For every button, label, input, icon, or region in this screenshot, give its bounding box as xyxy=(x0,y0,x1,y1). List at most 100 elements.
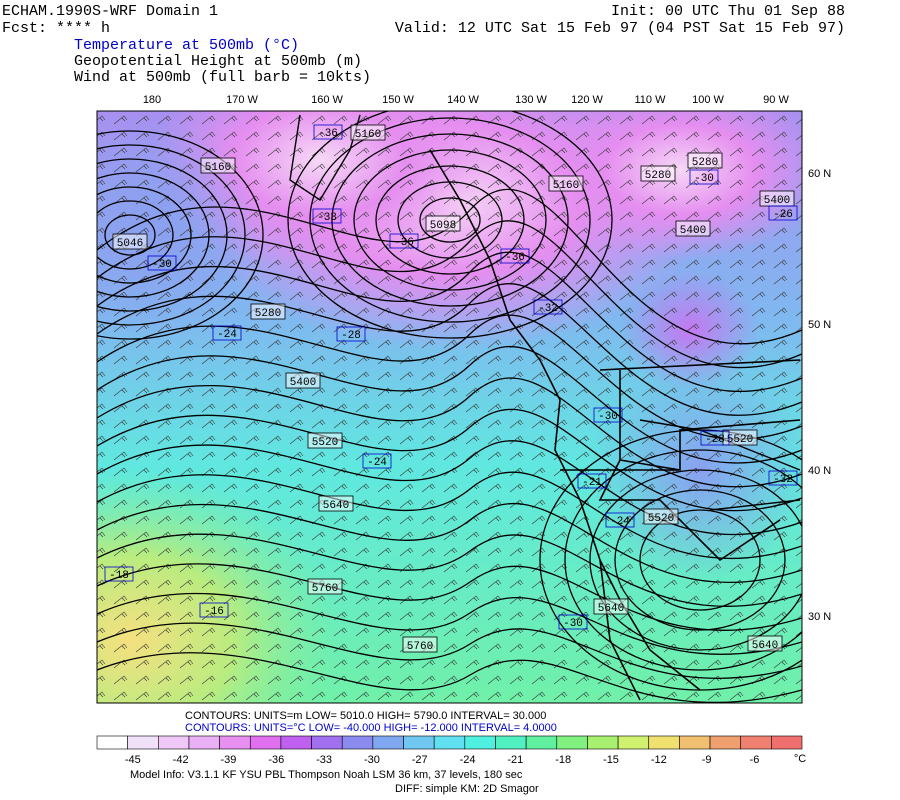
height-label-box xyxy=(307,578,343,595)
longitude-label: 180 xyxy=(143,94,161,106)
temperature-label-box xyxy=(389,233,419,249)
temperature-label-box xyxy=(700,430,730,446)
height-contour xyxy=(353,149,547,291)
height-contour xyxy=(97,563,802,631)
colorbar-tick: -12 xyxy=(651,754,667,766)
footer-model: Model Info: V3.1.1 KF YSU PBL Thompson N… xyxy=(130,769,523,781)
temperature-label: -36 xyxy=(318,128,338,140)
height-contour xyxy=(97,283,802,416)
temperature-label-box xyxy=(558,614,588,630)
longitude-label: 140 W xyxy=(447,94,479,106)
init: Init: 00 UTC Thu 01 Sep 88 xyxy=(611,3,845,20)
height-contour xyxy=(97,533,802,607)
height-label: 5520 xyxy=(727,434,753,446)
temperature-label: -30 xyxy=(563,618,583,630)
longitude-label: 110 W xyxy=(635,94,667,106)
colorbar-swatch xyxy=(403,735,435,750)
height-label: 5280 xyxy=(692,157,718,169)
longitude-label: 160 W xyxy=(311,94,343,106)
temperature-label-box xyxy=(689,169,719,185)
colorbar-swatch xyxy=(525,735,558,750)
colorbar-swatch xyxy=(648,735,680,750)
height-contour xyxy=(97,652,802,703)
latitude-label: 50 N xyxy=(808,319,831,331)
temperature-label-box xyxy=(199,602,229,618)
colorbar-tick: -15 xyxy=(603,754,619,766)
longitude-label: 150 W xyxy=(382,94,414,106)
height-label-box xyxy=(402,636,438,653)
height-label: 5160 xyxy=(553,180,579,192)
colorbar-swatch xyxy=(587,735,619,750)
latitude-label: 40 N xyxy=(808,465,831,477)
colorbar-swatch xyxy=(740,735,772,750)
colorbar-swatch xyxy=(556,735,588,750)
temperature-label-box xyxy=(593,407,623,423)
colorbar-tick: -33 xyxy=(316,754,332,766)
temperature-label: -26 xyxy=(773,209,793,221)
temperature-label-box xyxy=(147,255,177,271)
longitude-label: 170 W xyxy=(226,94,258,106)
temperature-label: -24 xyxy=(217,329,237,341)
colorbar-swatch xyxy=(219,735,251,750)
colorbar-swatch xyxy=(158,735,190,750)
height-label-box xyxy=(687,152,723,169)
latitude-label: 60 N xyxy=(808,168,831,180)
height-label: 5046 xyxy=(117,238,143,250)
height-label: 5760 xyxy=(312,583,338,595)
height-contour xyxy=(97,130,264,340)
colorbar-tick: -6 xyxy=(750,754,760,766)
height-contour xyxy=(104,214,156,256)
height-label-box xyxy=(250,303,286,320)
temperature-label-box xyxy=(212,325,242,341)
temperature-label: -30 xyxy=(694,173,714,185)
colorbar-tick: -36 xyxy=(268,754,284,766)
height-label-box xyxy=(675,220,711,237)
height-label-box xyxy=(593,598,629,615)
height-label: 5400 xyxy=(764,195,790,207)
height-contour xyxy=(564,449,802,671)
height-label: 5280 xyxy=(255,308,281,320)
height-label-box xyxy=(747,635,783,652)
height-label-box xyxy=(643,508,679,525)
height-label: 5640 xyxy=(598,603,624,615)
height-label-box xyxy=(318,495,354,512)
colorbar-tick: -24 xyxy=(460,754,476,766)
height-label-box xyxy=(548,175,584,192)
height-label-box xyxy=(200,157,236,174)
height-contour xyxy=(97,158,228,312)
height-contour xyxy=(97,471,802,560)
height-contour xyxy=(97,186,192,284)
height-contour xyxy=(331,133,569,307)
temperature-label-box xyxy=(768,205,798,221)
colorbar-swatch xyxy=(280,735,312,750)
height-label: 5640 xyxy=(752,640,778,652)
contour-info-temp: CONTOURS: UNITS=°C LOW= -40.000 HIGH= -1… xyxy=(185,722,557,734)
colorbar-swatch xyxy=(679,735,711,750)
temperature-label: -16 xyxy=(204,606,224,618)
colorbar-swatch xyxy=(709,735,741,750)
height-label: 5098 xyxy=(430,220,456,232)
valid: Valid: 12 UTC Sat 15 Feb 97 (04 PST Sat … xyxy=(395,20,845,37)
map: 5160 5160 5280 5280 5046 5098 5160 5400 5400 5280… xyxy=(97,111,802,703)
temperature-label: -24 xyxy=(367,457,387,469)
colorbar-tick: -45 xyxy=(125,754,141,766)
height-contour xyxy=(97,314,802,440)
longitude-label: 130 W xyxy=(515,94,547,106)
height-contour xyxy=(614,489,786,631)
height-contour xyxy=(97,188,802,345)
height-contour xyxy=(97,220,802,369)
colorbar-swatch xyxy=(127,735,159,750)
temperature-label: -30 xyxy=(152,259,172,271)
height-contour xyxy=(375,165,525,275)
latitude-label: 30 N xyxy=(808,611,831,623)
colorbar-tick: -9 xyxy=(702,754,712,766)
height-contour xyxy=(97,622,802,680)
colorbar-swatch xyxy=(341,735,374,750)
temperature-label-box xyxy=(533,299,563,315)
colorbar-swatch xyxy=(495,735,527,750)
temperature-label-box xyxy=(336,326,366,342)
height-contour xyxy=(309,117,591,323)
colorbar-swatch xyxy=(372,735,404,750)
temperature-label: -24 xyxy=(610,516,630,528)
height-contour xyxy=(97,502,802,583)
